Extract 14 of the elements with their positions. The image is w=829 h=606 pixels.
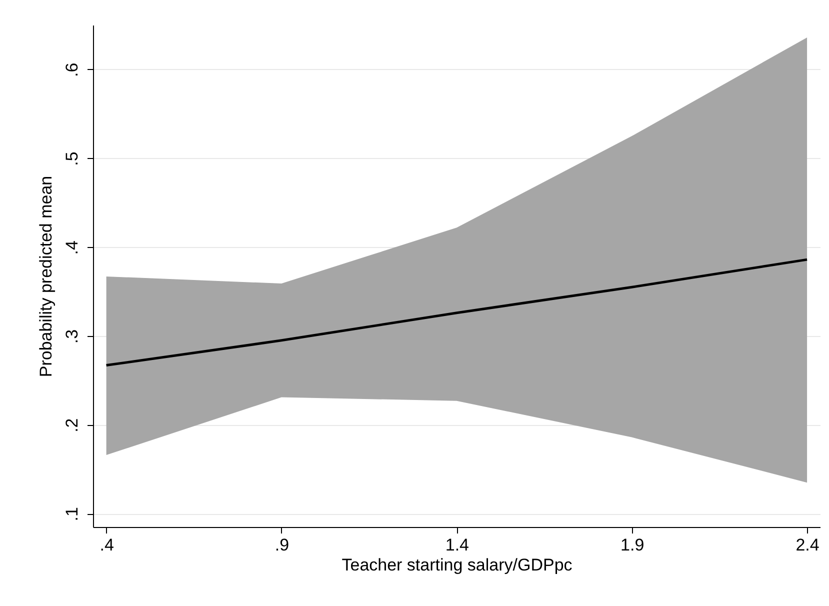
y-tick-label: .3: [62, 329, 82, 344]
y-tick-label: .5: [62, 152, 82, 166]
line-series: [105, 258, 808, 367]
x-axis-title: Teacher starting salary/GDPpc: [342, 556, 573, 574]
x-tick-label: 2.4: [796, 536, 820, 554]
x-tick-label: .4: [100, 536, 114, 554]
y-tick-label: .1: [62, 507, 82, 522]
x-tick-label: .9: [274, 536, 290, 554]
x-tick-label: 1.9: [620, 536, 644, 554]
y-axis-title: Probability predicted mean: [36, 176, 56, 378]
x-tick-label: 1.4: [445, 536, 469, 554]
y-tick-label: .6: [62, 62, 82, 78]
y-tick-label: .4: [62, 240, 82, 255]
y-tick-label: .2: [62, 418, 82, 432]
